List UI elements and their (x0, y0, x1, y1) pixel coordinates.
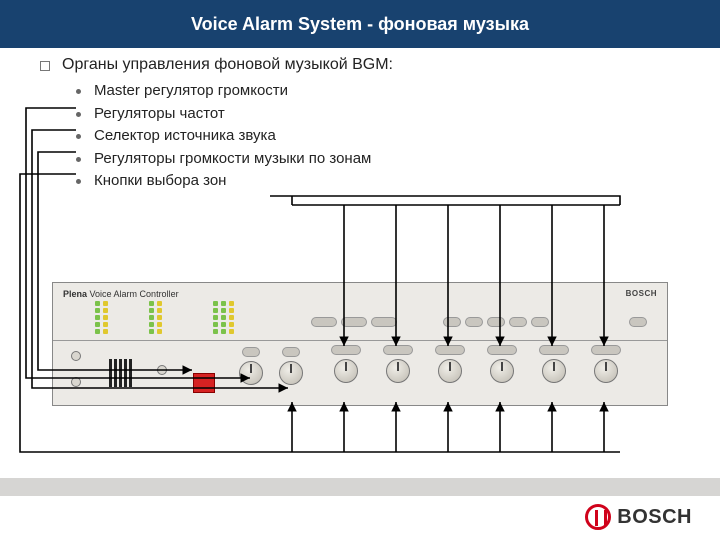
jack-icon (71, 351, 81, 361)
led-block-2 (149, 301, 162, 334)
jack-icon (157, 365, 167, 375)
zone-column (539, 345, 569, 383)
jack-icon (71, 377, 81, 387)
knob-icon (239, 361, 263, 385)
bosch-logo-icon (585, 504, 611, 530)
zone-column (435, 345, 465, 383)
device-rack: Plena Voice Alarm Controller BOSCH (52, 282, 668, 406)
bullet-list: Master регулятор громкости Регуляторы ча… (76, 80, 680, 193)
device-label-main: Voice Alarm Controller (90, 289, 179, 299)
list-item: Регуляторы частот (76, 103, 680, 126)
oval-icon (282, 347, 300, 357)
heading-text: Органы управления фоновой музыкой BGM: (62, 56, 393, 74)
content: Органы управления фоновой музыкой BGM: M… (40, 56, 680, 193)
knob-icon (279, 361, 303, 385)
oval-group-right (443, 317, 549, 327)
list-item: Селектор источника звука (76, 125, 680, 148)
device-label: Plena Voice Alarm Controller (63, 289, 179, 299)
oval-group-left (311, 317, 397, 327)
tone-knobs (239, 347, 303, 385)
brand-logo: BOSCH (585, 504, 692, 530)
device-upper-panel: Plena Voice Alarm Controller BOSCH (53, 283, 667, 341)
footer-bar (0, 478, 720, 496)
led-block-1 (95, 301, 108, 334)
led-block-3 (213, 301, 234, 334)
oval-single (629, 317, 647, 327)
oval-icon (242, 347, 260, 357)
device-brand: BOSCH (626, 289, 657, 298)
level-bars-icon (109, 359, 132, 387)
zone-column (383, 345, 413, 383)
heading-row: Органы управления фоновой музыкой BGM: (40, 56, 680, 74)
red-button (193, 373, 215, 393)
device-lower-panel (53, 341, 667, 405)
title-bar: Voice Alarm System - фоновая музыка (0, 0, 720, 48)
zone-column (487, 345, 517, 383)
heading-bullet-icon (40, 61, 50, 71)
list-item: Master регулятор громкости (76, 80, 680, 103)
page-title: Voice Alarm System - фоновая музыка (191, 14, 529, 35)
zone-column (591, 345, 621, 383)
zone-column (331, 345, 361, 383)
logo-text: BOSCH (617, 506, 692, 529)
list-item: Кнопки выбора зон (76, 170, 680, 193)
list-item: Регуляторы громкости музыки по зонам (76, 148, 680, 171)
device-label-prefix: Plena (63, 289, 87, 299)
